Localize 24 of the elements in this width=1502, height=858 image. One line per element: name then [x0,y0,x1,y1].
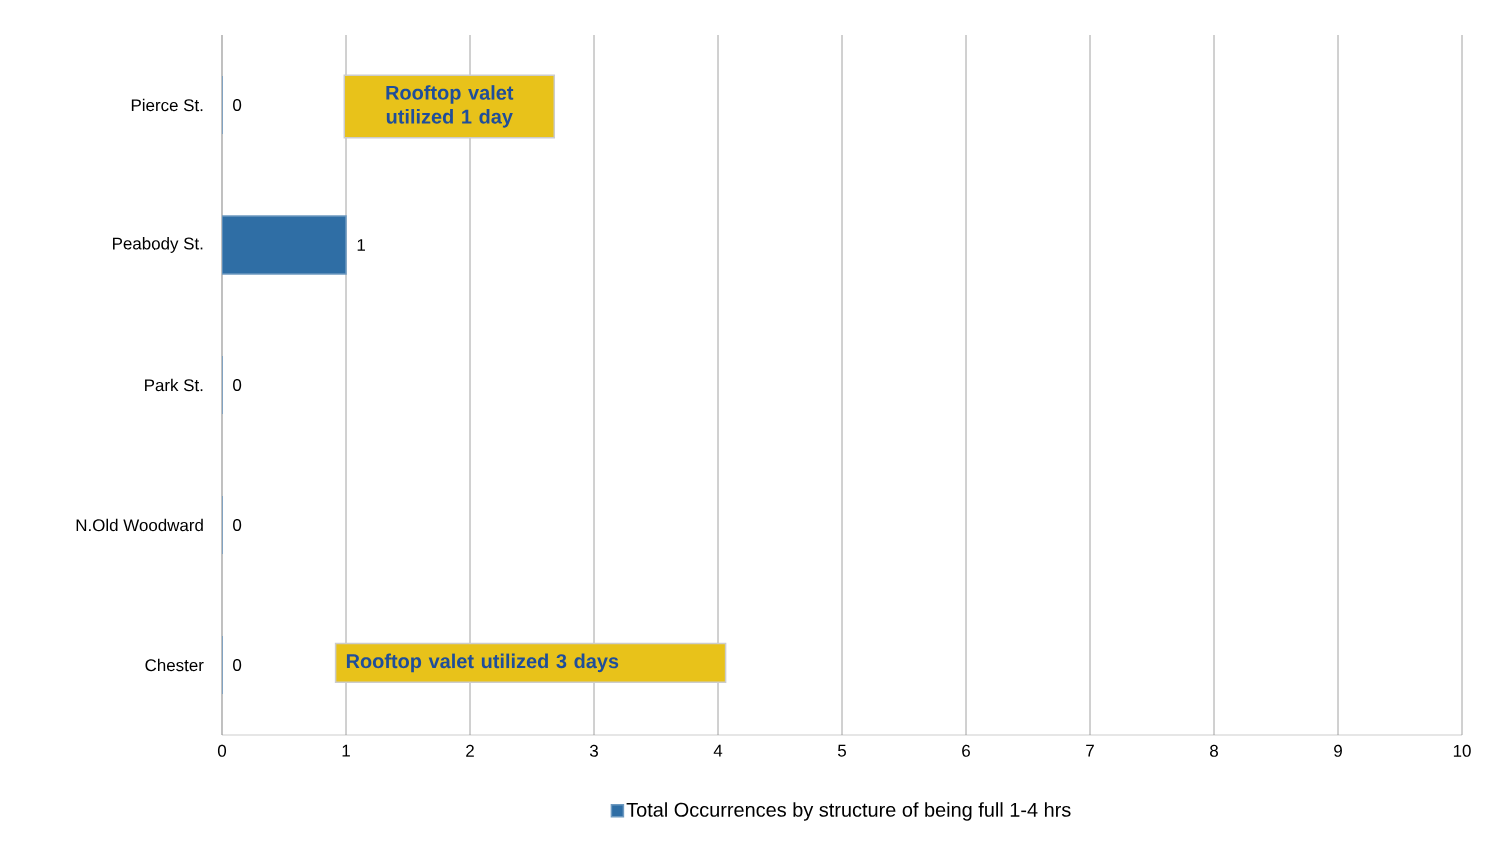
x-tick-label: 9 [1334,744,1342,757]
y-tick-label: Peabody St. [113,237,203,253]
annotation: Rooftop valet utilized 3 days [346,653,619,673]
annotation: Rooftop valet utilized 1 day [386,85,514,128]
data-label: 1 [357,239,365,251]
y-tick-label: N.Old Woodward [76,518,203,532]
x-tick-label: 7 [1086,744,1094,757]
y-tick-label: Pierce St. [131,98,203,112]
x-tick-label: 8 [1210,744,1218,757]
data-label: 0 [233,519,242,532]
y-tick-label: Chester [145,658,204,672]
legend-label: Total Occurrences by structure of being full 1-4 hrs [626,802,1071,821]
x-tick-label: 10 [1453,744,1471,757]
x-tick-label: 1 [342,744,350,757]
data-label: 0 [233,379,242,392]
x-tick-label: 3 [589,744,598,757]
x-tick-label: 0 [217,744,227,757]
x-tick-label: 2 [466,744,474,757]
data-label: 0 [233,659,242,672]
x-tick-label: 6 [962,744,970,757]
x-tick-label: 5 [837,744,846,757]
y-tick-label: Park St. [145,378,203,392]
x-tick-label: 4 [713,744,723,757]
data-label: 0 [233,99,242,112]
